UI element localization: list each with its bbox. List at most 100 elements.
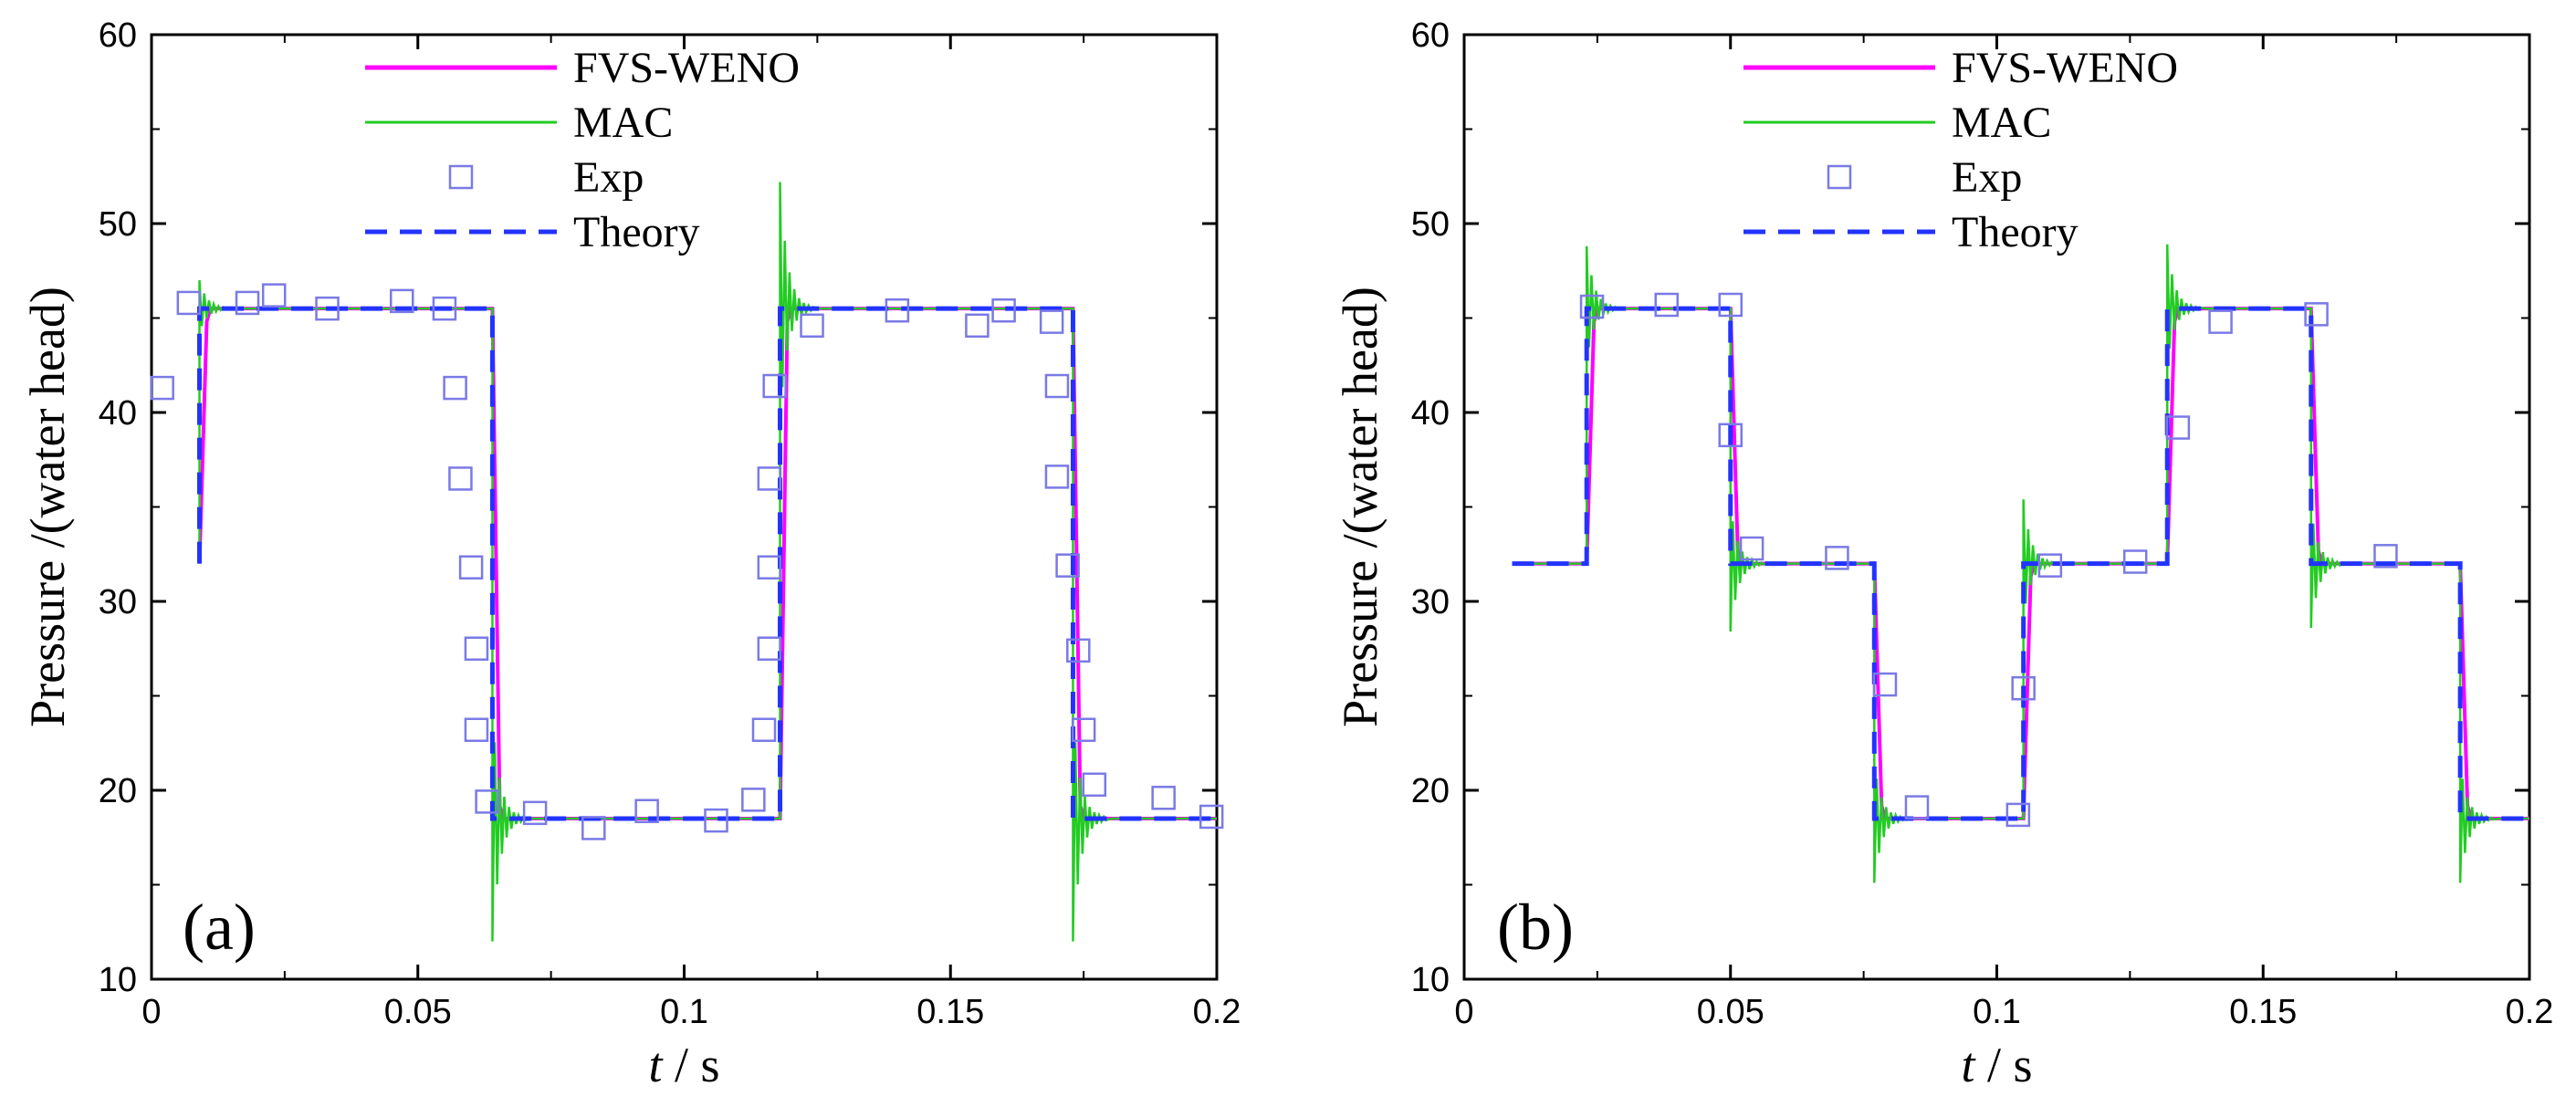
exp-point-a: [991, 297, 1016, 323]
legend-label-b: Theory: [1952, 208, 2079, 256]
legend-label-a: Exp: [573, 153, 644, 202]
exp-point-b: [2037, 553, 2063, 578]
exp-point-b: [2122, 549, 2148, 574]
legend-label-a: FVS-WENO: [573, 44, 800, 92]
axes-a: 10 20 30 40 50 60 0 0.05 0.1 0.15 0.2: [99, 16, 1241, 1031]
exp-point-a: [464, 636, 489, 661]
exp-point-a: [522, 800, 548, 826]
exp-point-a: [150, 375, 174, 401]
y-tick-label-a: 50: [99, 205, 137, 244]
x-tick-label-a: 0.1: [660, 993, 708, 1031]
y-tick-label-b: 60: [1411, 16, 1450, 55]
exp-point-b: [2208, 309, 2233, 334]
exp-point-a: [389, 288, 414, 314]
x-tick-label-a: 0.15: [916, 993, 984, 1031]
x-tick-label-a: 0.2: [1193, 993, 1241, 1031]
x-axis-label-a: t / s: [648, 1038, 719, 1092]
panel-label-a: (a): [183, 891, 256, 964]
y-tick-label-b: 40: [1411, 394, 1450, 433]
exp-point-a: [751, 717, 777, 743]
exp-point-b: [1718, 292, 1743, 318]
y-axis-label-b: Pressure /(water head): [1333, 287, 1387, 727]
exp-point-a: [762, 373, 787, 399]
x-tick-label-b: 0: [1454, 993, 1473, 1031]
series-mac-line-a: [198, 182, 1217, 942]
exp-point-a: [261, 283, 287, 308]
y-tick-label-b: 20: [1411, 772, 1450, 810]
exp-point-a: [458, 555, 484, 579]
exp-point-a: [757, 555, 782, 579]
series-layer-b: [1512, 244, 2529, 883]
exp-point-b: [2011, 675, 2036, 701]
exp-point-b: [1579, 294, 1605, 319]
series-layer-a: [150, 182, 1224, 942]
series-theory-line-b: [1512, 306, 2529, 821]
legend-label-b: MAC: [1952, 99, 2051, 147]
plot-frame-a: [150, 33, 1219, 981]
exp-point-a: [704, 808, 728, 833]
y-tick-label-b: 10: [1411, 961, 1450, 999]
exp-point-a: [800, 313, 824, 339]
chart-panel-a: 10 20 30 40 50 60 0 0.05 0.1 0.15 0.2 FVS-WENO MAC E…: [20, 16, 1241, 1092]
legend-exp-swatch-b: [1827, 164, 1852, 190]
y-tick-label-b: 30: [1411, 583, 1450, 621]
x-axis-unit-a: / s: [662, 1038, 719, 1092]
x-tick-label-a: 0.05: [384, 993, 452, 1031]
exp-point-a: [757, 466, 782, 491]
exp-point-a: [1199, 804, 1224, 830]
axes-b: 10 20 30 40 50 60 0 0.05 0.1 0.15 0.2: [1411, 16, 2554, 1031]
exp-point-a: [1066, 638, 1091, 663]
exp-point-a: [315, 296, 340, 321]
exp-point-a: [1151, 786, 1176, 810]
exp-point-a: [1039, 309, 1064, 334]
exp-point-a: [1044, 464, 1070, 489]
legend-a: FVS-WENO MAC Exp Theory: [365, 44, 800, 256]
y-tick-label-a: 40: [99, 394, 137, 433]
legend-label-b: FVS-WENO: [1952, 44, 2178, 92]
x-tick-label-b: 0.2: [2506, 993, 2554, 1031]
x-tick-label-b: 0.1: [1973, 993, 2021, 1031]
x-axis-var-b: t: [1961, 1038, 1976, 1092]
exp-point-a: [1082, 772, 1107, 798]
exp-point-a: [176, 290, 202, 316]
exp-point-b: [1872, 672, 1898, 697]
exp-point-b: [1718, 423, 1743, 448]
exp-point-a: [885, 297, 910, 323]
series-fvs-weno-line-a: [197, 307, 1217, 821]
exp-point-a: [464, 717, 489, 743]
legend-b: FVS-WENO MAC Exp Theory: [1744, 44, 2178, 256]
exp-point-a: [1044, 373, 1070, 399]
exp-point-a: [757, 636, 782, 661]
exp-point-b: [2165, 415, 2191, 440]
legend-exp-swatch-a: [448, 164, 474, 190]
exp-point-b: [2373, 544, 2398, 569]
panel-label-b: (b): [1497, 891, 1574, 964]
exp-point-b: [1654, 292, 1679, 318]
exp-point-a: [965, 313, 990, 339]
exp-point-b: [1904, 795, 1930, 819]
y-axis-label-a: Pressure /(water head): [20, 287, 75, 727]
exp-point-b: [1825, 546, 1849, 570]
exp-point-a: [235, 290, 260, 316]
exp-point-a: [432, 296, 457, 321]
exp-point-a: [634, 799, 659, 824]
x-tick-label-b: 0.05: [1697, 993, 1764, 1031]
x-tick-label-b: 0.15: [2229, 993, 2297, 1031]
y-tick-label-a: 60: [99, 16, 137, 55]
chart-panel-b: 10 20 30 40 50 60 0 0.05 0.1 0.15 0.2 FVS-WENO MAC E…: [1333, 16, 2553, 1092]
x-axis-unit-b: / s: [1974, 1038, 2032, 1092]
exp-point-b: [2005, 802, 2031, 828]
y-tick-label-a: 10: [99, 961, 137, 999]
y-tick-label-a: 20: [99, 772, 137, 810]
x-axis-var-a: t: [648, 1038, 664, 1092]
exp-point-a: [741, 788, 766, 812]
exp-point-b: [1739, 536, 1764, 561]
x-axis-label-b: t / s: [1961, 1038, 2032, 1092]
plot-area-a: [150, 33, 1219, 981]
exp-point-a: [475, 789, 499, 814]
legend-label-a: Theory: [573, 208, 700, 256]
exp-point-a: [443, 375, 467, 401]
y-tick-label-b: 50: [1411, 205, 1450, 244]
exp-point-a: [448, 466, 473, 491]
exp-point-a: [1055, 553, 1080, 578]
